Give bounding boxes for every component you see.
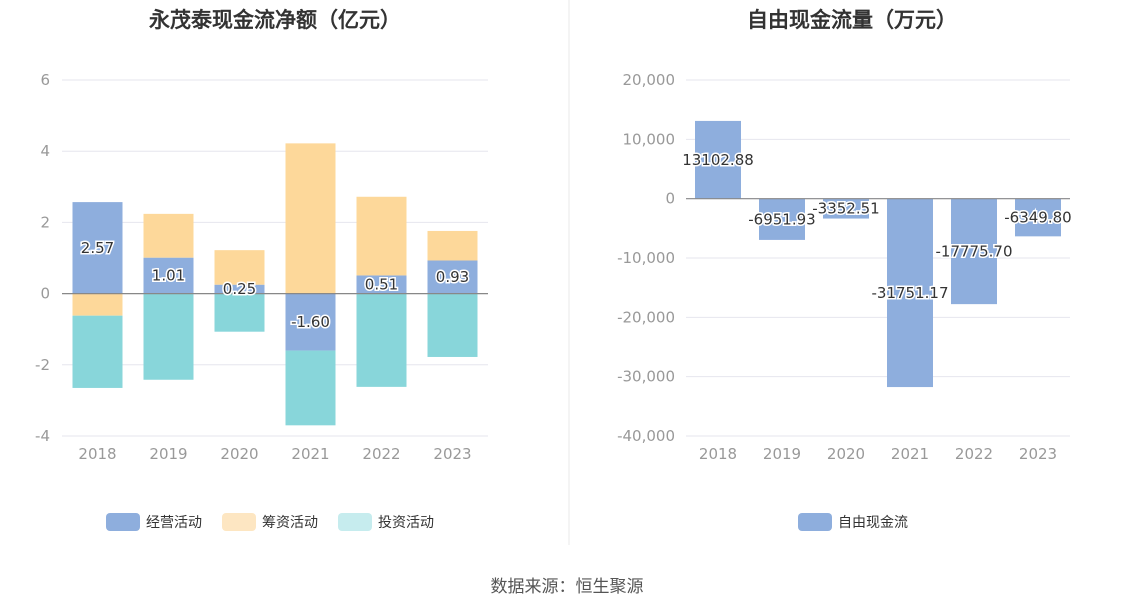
right-x-tick-label: 2023 [1019, 445, 1057, 463]
left-data-label: 0.93 [436, 268, 469, 286]
left-data-label: 0.51 [365, 276, 398, 294]
left-x-tick-label: 2023 [433, 445, 471, 463]
left-y-tick-label: 4 [40, 142, 50, 160]
left-chart-gridlines [62, 79, 488, 437]
left-chart-data-labels: 2.57 1.01 0.25 -1.60 0.51 0.93 [79, 237, 470, 332]
right-chart-y-ticks: 20,000 10,000 0 -10,000 -20,000 -30,000 -40,00… [617, 71, 675, 445]
left-chart-bars [72, 143, 478, 426]
left-legend-label: 经营活动 [146, 515, 202, 531]
right-legend-swatch [798, 513, 832, 531]
left-bar-筹资活动-2023 [427, 230, 478, 261]
right-data-label: -3352.51 [812, 200, 879, 218]
left-data-label: 1.01 [152, 267, 185, 285]
left-x-tick-label: 2022 [362, 445, 400, 463]
left-x-tick-label: 2021 [291, 445, 329, 463]
left-bar-投资活动-2022 [356, 293, 407, 387]
right-chart-legend: 自由现金流 [798, 513, 908, 531]
right-x-tick-label: 2020 [827, 445, 865, 463]
right-data-label: -31751.17 [872, 284, 949, 302]
right-x-tick-label: 2018 [699, 445, 737, 463]
left-x-tick-label: 2020 [220, 445, 258, 463]
left-chart-y-ticks: 6 4 2 0 -2 -4 [35, 71, 50, 445]
left-bar-经营活动-2022 [356, 275, 407, 294]
right-chart-x-ticks: 2018 2019 2020 2021 2022 2023 [699, 445, 1057, 463]
left-y-tick-label: 6 [40, 71, 50, 89]
left-data-label: -1.60 [291, 313, 330, 331]
right-bar-自由现金流-2019 [759, 198, 805, 240]
right-x-tick-label: 2019 [763, 445, 801, 463]
right-x-tick-label: 2021 [891, 445, 929, 463]
left-bar-筹资活动-2018 [72, 293, 123, 316]
right-data-label: 13102.88 [682, 151, 754, 169]
left-legend-swatch [222, 513, 256, 531]
source-note: 数据来源：恒生聚源 [491, 577, 644, 597]
right-data-label: -17775.70 [936, 242, 1013, 260]
left-bar-投资活动-2019 [143, 293, 194, 380]
right-chart-title: 自由现金流量（万元） [747, 8, 957, 32]
left-bar-投资活动-2018 [72, 315, 123, 388]
left-x-tick-label: 2019 [149, 445, 187, 463]
right-y-tick-label: 10,000 [623, 130, 676, 148]
left-chart-x-ticks: 2018 2019 2020 2021 2022 2023 [78, 445, 471, 463]
right-y-tick-label: -20,000 [617, 308, 675, 326]
left-y-tick-label: -2 [35, 356, 50, 374]
left-legend-swatch [106, 513, 140, 531]
left-y-tick-label: 2 [40, 213, 50, 231]
left-chart-title: 永茂泰现金流净额（亿元） [148, 8, 401, 32]
left-bar-投资活动-2021 [285, 350, 336, 426]
left-bar-经营活动-2023 [427, 260, 478, 294]
left-legend-label: 投资活动 [378, 515, 434, 531]
right-legend-label: 自由现金流 [838, 515, 908, 531]
left-data-label: 0.25 [223, 280, 256, 298]
right-chart: 自由现金流量（万元） 20,000 10,000 0 -10,000 -20,000 -3… [617, 8, 1074, 531]
right-y-tick-label: 20,000 [623, 71, 676, 89]
right-bar-自由现金流-2021 [887, 198, 933, 388]
right-bar-自由现金流-2022 [951, 198, 997, 305]
left-bar-投资活动-2020 [214, 293, 265, 332]
right-y-tick-label: -10,000 [617, 249, 675, 267]
left-legend-swatch [338, 513, 372, 531]
left-y-tick-label: -4 [35, 427, 50, 445]
left-bar-筹资活动-2021 [285, 143, 336, 294]
right-chart-bars [695, 120, 1061, 388]
left-bar-筹资活动-2020 [214, 250, 265, 285]
left-bar-经营活动-2020 [214, 284, 265, 294]
right-chart-data-labels: 13102.88 -6951.93-3352.51 -31751.17 -17775.… [681, 149, 1074, 303]
left-bar-投资活动-2023 [427, 293, 478, 357]
right-y-tick-label: -40,000 [617, 427, 675, 445]
right-data-label: -6349.80 [1004, 209, 1071, 227]
right-y-tick-label: 0 [665, 190, 675, 208]
left-bar-筹资活动-2022 [356, 196, 407, 276]
left-data-label: 2.57 [81, 239, 114, 257]
right-bar-自由现金流-2023 [1015, 198, 1061, 237]
left-bar-经营活动-2018 [72, 202, 123, 294]
right-bar-自由现金流-2018 [695, 120, 741, 199]
left-y-tick-label: 0 [40, 285, 50, 303]
left-chart-legend: 经营活动 筹资活动 投资活动 [106, 513, 434, 531]
left-x-tick-label: 2018 [78, 445, 116, 463]
right-data-label: -6951.93 [748, 210, 815, 228]
right-y-tick-label: -30,000 [617, 368, 675, 386]
right-x-tick-label: 2022 [955, 445, 993, 463]
left-bar-经营活动-2021 [285, 293, 336, 351]
right-bar-自由现金流-2020 [823, 198, 869, 219]
left-bar-经营活动-2019 [143, 257, 194, 294]
left-bar-筹资活动-2019 [143, 213, 194, 258]
left-legend-label: 筹资活动 [262, 514, 318, 531]
